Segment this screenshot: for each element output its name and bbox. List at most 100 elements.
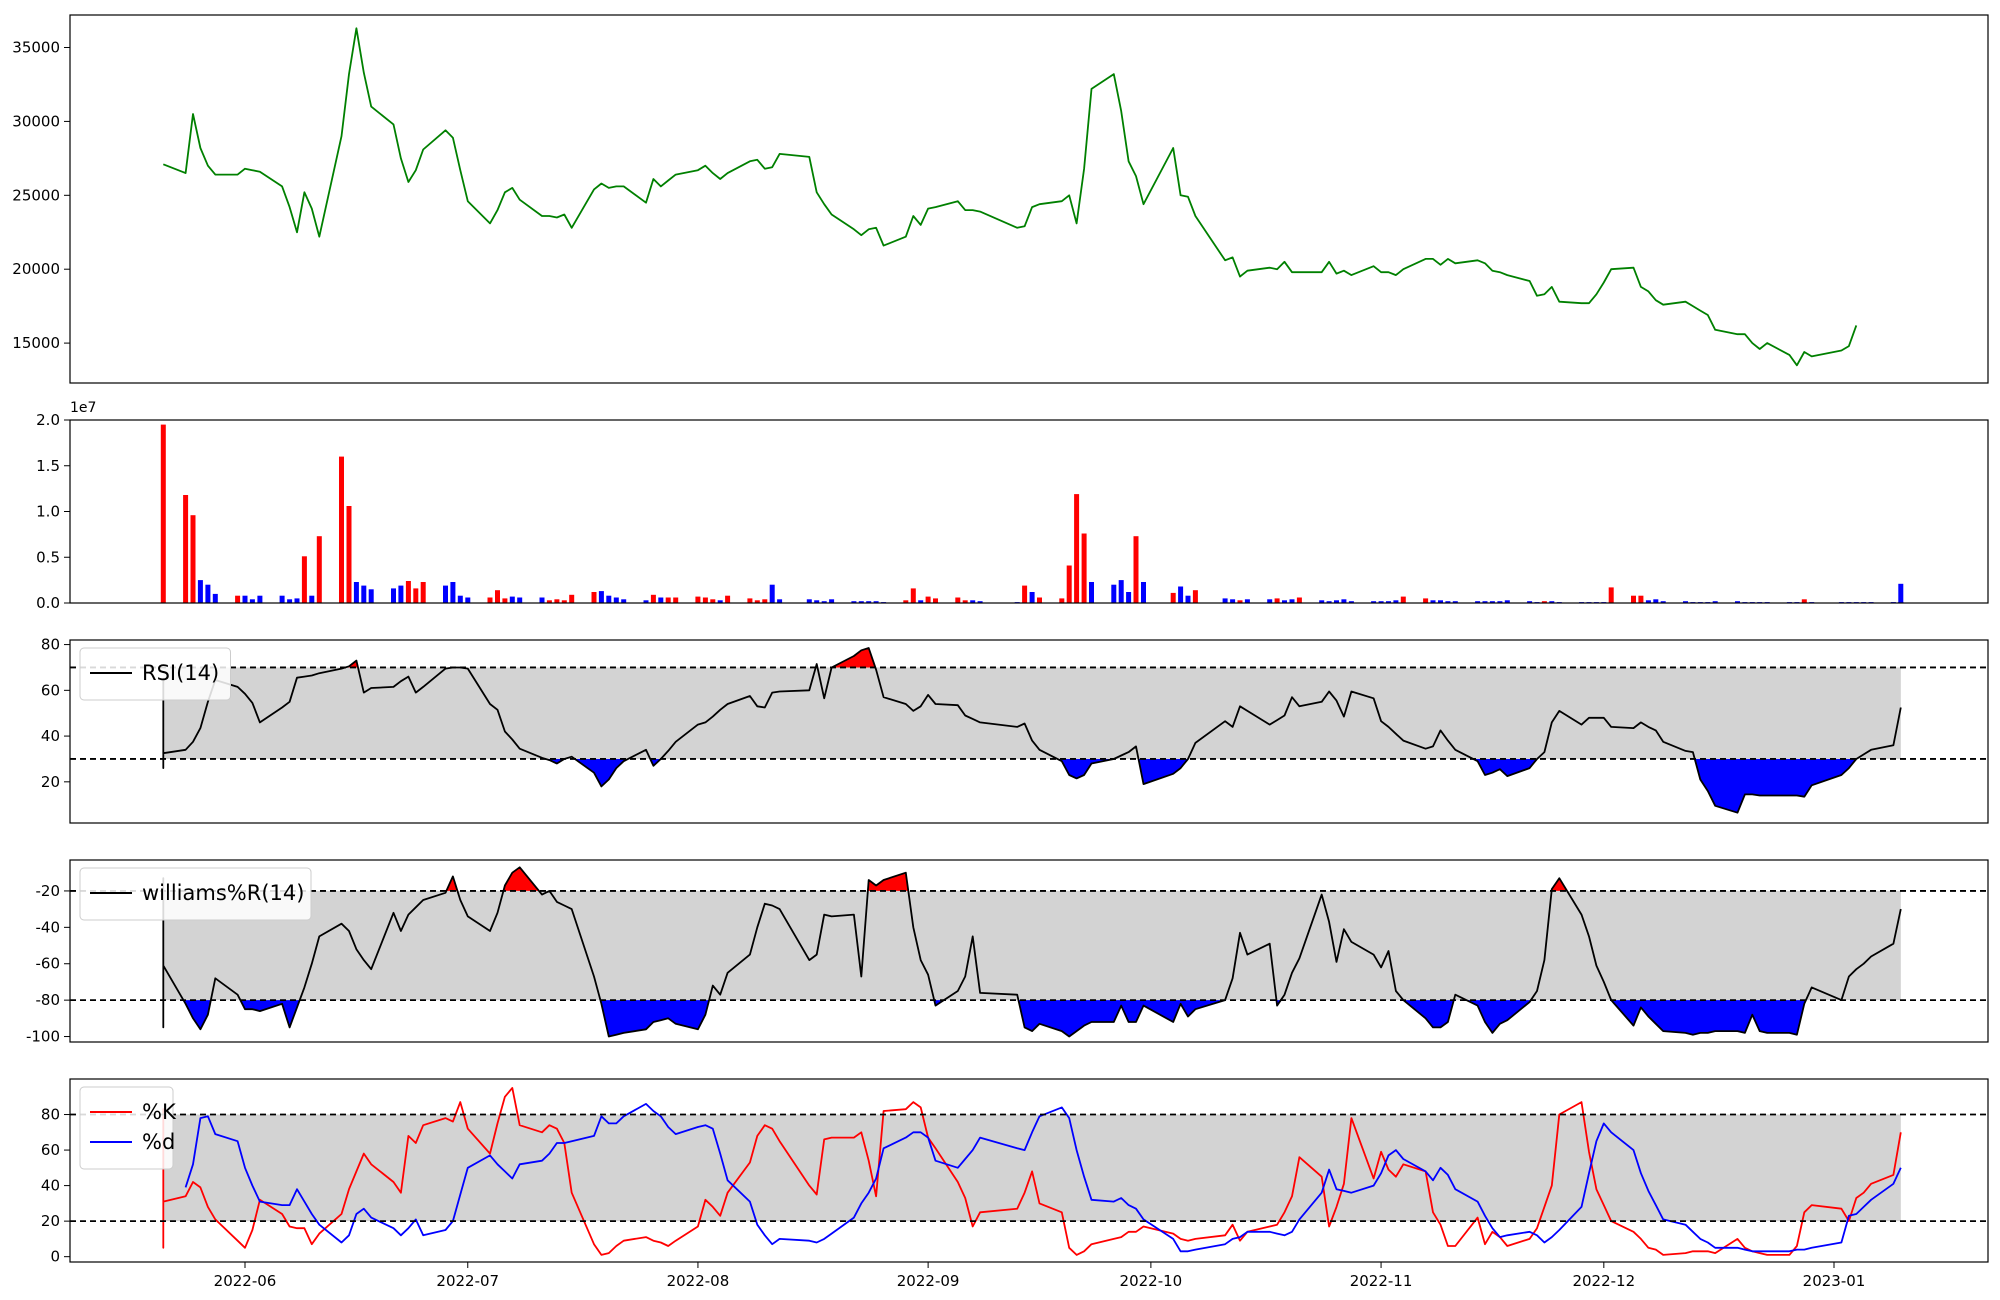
volume-bar (1274, 598, 1280, 603)
volume-bar (301, 556, 307, 603)
volume-bar (717, 600, 723, 603)
stochastic-legend-label: %K (142, 1100, 177, 1124)
price-axes-frame (69, 14, 1989, 384)
volume-bar (502, 598, 508, 603)
volume-bar (1133, 536, 1139, 603)
price-ytick-label: 20000 (12, 260, 60, 278)
volume-bar (197, 580, 203, 603)
volume-bar (1660, 601, 1666, 603)
williams-legend-box (79, 867, 312, 921)
volume-bar (1118, 580, 1124, 603)
volume-bar (970, 600, 976, 603)
volume-bar (977, 601, 983, 603)
stochastic-ytick-label: 60 (41, 1141, 60, 1159)
williams-overbought-fill (446, 876, 458, 891)
volume-bar (235, 595, 241, 603)
price-panel (162, 27, 1858, 367)
volume-bar (873, 601, 879, 603)
volume-bar (1645, 600, 1651, 603)
xaxis-tick-label: 2022-11 (1350, 1272, 1413, 1290)
volume-bar (1371, 601, 1377, 603)
volume-bar (1608, 587, 1614, 603)
rsi-ytick-label: 60 (41, 681, 60, 699)
volume-bar (814, 600, 820, 603)
volume-bar (294, 598, 300, 603)
rsi-ytick-label: 20 (41, 773, 60, 791)
volume-bar (249, 599, 255, 603)
volume-bar (1712, 601, 1718, 603)
volume-bar (762, 599, 768, 603)
volume-bar (1089, 582, 1094, 603)
volume-bar (955, 597, 961, 603)
volume-bar (621, 599, 627, 603)
rsi-oversold-fill (1694, 759, 1857, 813)
stochastic-ytick-label: 80 (41, 1106, 60, 1124)
williams-legend-label: williams%R(14) (142, 881, 304, 905)
williams-oversold-fill (1018, 1000, 1226, 1037)
volume-bar (1319, 600, 1325, 603)
williams-band-fill (163, 890, 1901, 1001)
volume-bar (339, 456, 344, 603)
volume-bar (598, 591, 604, 603)
price-ytick-label: 25000 (12, 186, 60, 204)
volume-bar (695, 596, 701, 603)
volume-bar (1334, 600, 1339, 603)
stochastic-ytick-label: 40 (41, 1177, 60, 1195)
volume-bar (769, 584, 775, 603)
volume-bar (405, 581, 411, 603)
volume-bar (212, 593, 218, 603)
volume-bar (866, 601, 872, 603)
volume-bar (747, 598, 753, 603)
williams-overbought-fill (1551, 878, 1568, 891)
volume-bar (658, 597, 664, 603)
volume-bar (1289, 599, 1295, 603)
rsi-ytick-label: 40 (41, 727, 60, 745)
volume-bar (183, 495, 189, 603)
volume-bar (1267, 599, 1273, 603)
volume-bar (391, 588, 396, 603)
volume-bar (287, 599, 293, 603)
volume-bar (1074, 494, 1080, 603)
volume-bar (918, 600, 924, 603)
volume-bar (806, 599, 812, 603)
stochastic-ytick-label: 0 (50, 1248, 60, 1266)
volume-bar (1282, 600, 1287, 603)
volume-bar (1059, 598, 1065, 603)
volume-bar (1029, 592, 1035, 603)
volume-bar (1497, 601, 1503, 603)
volume-ytick-label: 2.0 (36, 411, 60, 429)
volume-bar (1237, 600, 1243, 603)
stochastic-legend-box (79, 1086, 174, 1170)
volume-bar (420, 582, 426, 603)
volume-bar (725, 595, 731, 603)
volume-bar (1735, 601, 1740, 603)
volume-bar (1631, 595, 1636, 603)
volume-bar (569, 594, 575, 603)
price-ytick-label: 35000 (12, 39, 60, 57)
volume-bar (933, 598, 938, 603)
volume-bar (457, 595, 463, 603)
volume-bar (398, 585, 404, 603)
rsi-oversold-fill (1138, 759, 1188, 785)
volume-bar (1438, 600, 1443, 603)
volume-bar (495, 590, 500, 603)
volume-bar (777, 599, 783, 603)
xaxis-tick-label: 2022-09 (897, 1272, 960, 1290)
volume-bar (450, 582, 456, 603)
volume-bar (1111, 584, 1117, 603)
volume-bar (413, 588, 419, 603)
volume-bar (1222, 598, 1228, 603)
volume-bar (702, 597, 708, 603)
volume-bar (1386, 601, 1391, 603)
rsi-oversold-fill (574, 759, 629, 787)
volume-bar (1541, 601, 1547, 603)
williams-ytick-label: -40 (36, 918, 61, 936)
price-series-line (162, 27, 1858, 367)
volume-ytick-label: 0.0 (36, 594, 60, 612)
volume-bar (465, 597, 471, 603)
rsi-oversold-fill (1057, 759, 1114, 779)
williams-ytick-label: -20 (36, 882, 61, 900)
volume-bar (554, 599, 560, 603)
volume-bar (368, 589, 374, 603)
